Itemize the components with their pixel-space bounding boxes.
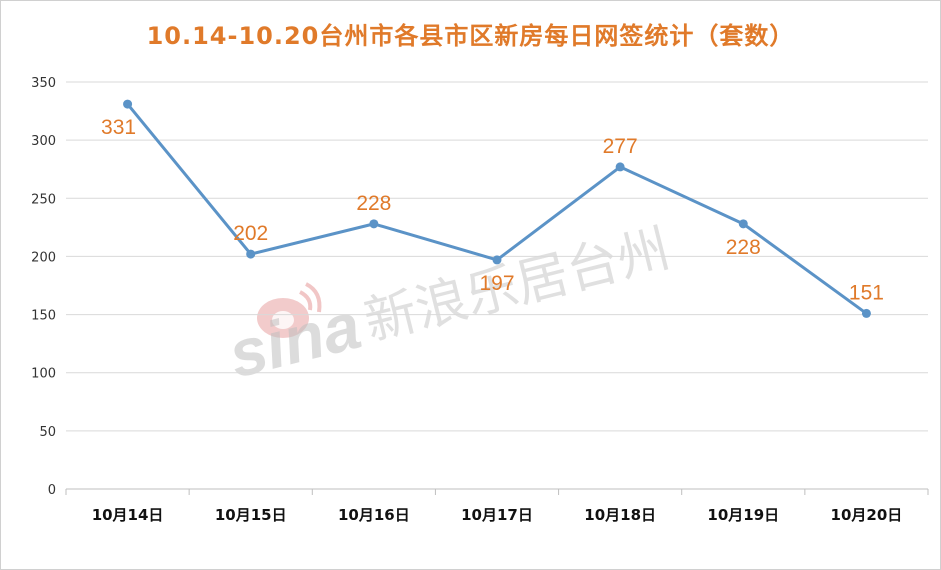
y-tick-label: 150 (31, 309, 56, 324)
data-point (492, 255, 502, 265)
y-tick-label: 350 (31, 76, 56, 91)
y-tick-label: 200 (31, 250, 56, 265)
data-label: 197 (479, 272, 514, 295)
data-label: 228 (726, 236, 761, 259)
data-point (246, 249, 256, 259)
x-tick-label: 10月16日 (338, 506, 410, 524)
x-tick-label: 10月14日 (92, 506, 164, 524)
watermark-brand: sina (221, 288, 367, 392)
y-tick-label: 0 (48, 483, 56, 498)
data-point (738, 219, 748, 229)
x-tick-label: 10月20日 (831, 506, 903, 524)
chart-title: 10.14-10.20台州市各县市区新房每日网签统计（套数） (146, 22, 795, 50)
watermark-text: 新浪乐居台州 (359, 219, 676, 353)
data-label: 277 (603, 135, 638, 158)
data-point (369, 219, 379, 229)
data-label: 331 (101, 116, 136, 139)
data-point (615, 162, 625, 172)
data-label: 151 (849, 281, 884, 304)
y-tick-label: 300 (31, 134, 56, 149)
x-tick-label: 10月17日 (461, 506, 533, 524)
x-tick-label: 10月18日 (584, 506, 656, 524)
sina-eye-logo (257, 282, 322, 338)
data-label: 228 (356, 192, 391, 215)
x-tick-label: 10月15日 (215, 506, 287, 524)
y-tick-label: 100 (31, 367, 56, 382)
data-point (861, 308, 871, 318)
data-point (123, 99, 133, 109)
y-tick-label: 250 (31, 192, 56, 207)
y-tick-label: 50 (39, 425, 56, 440)
data-label: 202 (233, 222, 268, 245)
x-tick-label: 10月19日 (707, 506, 779, 524)
